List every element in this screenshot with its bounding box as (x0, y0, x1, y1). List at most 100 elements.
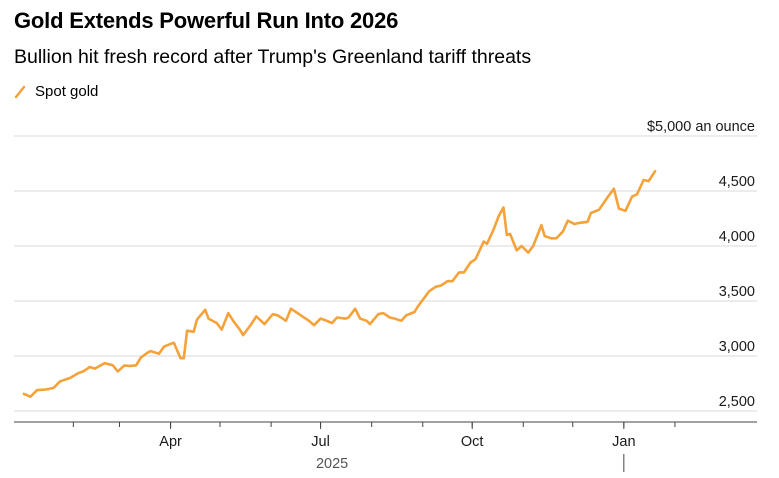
data-point (135, 364, 137, 366)
data-point (506, 234, 508, 236)
series-line-spot-gold (22, 169, 657, 398)
data-point (263, 323, 266, 325)
x-tick-label: Jan (612, 434, 635, 450)
data-point (417, 305, 419, 308)
data-point (221, 329, 223, 331)
y-tick-label: $5,000 an ounce (647, 119, 755, 135)
legend-swatch-icon (14, 85, 26, 98)
data-point (354, 308, 356, 310)
data-point (207, 318, 210, 320)
data-point (550, 237, 552, 239)
data-point (59, 380, 61, 382)
data-point (23, 393, 25, 395)
data-point (255, 315, 257, 317)
data-point (440, 285, 442, 287)
data-point (44, 389, 46, 391)
y-axis: 2,500 3,000 3,500 4,000 4,500 $5,000 an ounce (647, 119, 755, 410)
data-point (359, 318, 361, 320)
data-point (413, 311, 416, 313)
data-point (344, 318, 346, 320)
data-point (313, 324, 315, 326)
data-point (170, 343, 172, 345)
data-point (474, 258, 477, 260)
data-point (112, 364, 114, 366)
data-point (648, 180, 650, 182)
data-point (469, 261, 472, 264)
data-point (654, 170, 656, 172)
data-point (400, 320, 402, 322)
data-point (423, 297, 425, 299)
data-point (428, 290, 430, 292)
data-point (53, 387, 55, 389)
data-point (242, 334, 244, 336)
data-point (301, 315, 303, 317)
data-point (567, 220, 569, 222)
data-point (613, 188, 615, 190)
data-point (509, 233, 511, 235)
y-tick-label: 2,500 (719, 394, 755, 410)
data-point (250, 323, 252, 325)
data-point (183, 357, 185, 359)
y-tick-label: 3,500 (719, 284, 755, 300)
data-point (140, 357, 142, 359)
data-point (483, 241, 485, 243)
data-point (532, 245, 534, 247)
data-point (516, 249, 518, 251)
data-point (544, 235, 546, 237)
data-point (277, 314, 279, 316)
data-point (366, 320, 368, 322)
data-point (150, 350, 152, 352)
x-tick-label: Jul (311, 434, 330, 450)
data-point (158, 353, 160, 355)
data-point (146, 352, 149, 354)
data-point (573, 223, 576, 225)
data-point (405, 314, 407, 316)
data-point (618, 208, 620, 210)
x-year-label: 2025 (316, 456, 348, 472)
legend: Spot gold (14, 83, 98, 100)
data-point (502, 206, 505, 209)
data-point (331, 322, 333, 324)
data-point (389, 316, 391, 319)
data-point (179, 357, 182, 359)
gridlines (14, 135, 757, 412)
x-axis: Apr Jul Oct Jan 2025 (14, 421, 757, 472)
data-point (296, 312, 299, 314)
data-point (36, 389, 38, 391)
data-point (446, 280, 449, 282)
data-point (123, 364, 125, 366)
data-point (204, 309, 206, 311)
data-point (227, 312, 229, 314)
data-point (82, 370, 84, 372)
data-point (435, 286, 437, 288)
data-point (320, 318, 322, 320)
data-point (128, 365, 130, 367)
x-tick-label: Apr (159, 434, 182, 450)
data-point (163, 346, 165, 348)
data-point (77, 372, 79, 374)
data-point (290, 308, 292, 310)
data-point (463, 271, 465, 273)
data-point (348, 316, 350, 319)
data-point (323, 319, 325, 321)
data-point (587, 221, 589, 223)
data-point (104, 362, 106, 364)
data-point (369, 323, 371, 325)
data-point (636, 193, 638, 195)
data-point (89, 366, 91, 368)
data-point (94, 368, 96, 370)
data-point (193, 331, 195, 333)
data-point (498, 215, 500, 217)
data-point (562, 231, 564, 233)
data-point (590, 212, 592, 214)
data-point (336, 316, 338, 319)
data-point (643, 179, 645, 181)
data-point (451, 280, 453, 282)
legend-label: Spot gold (35, 83, 99, 100)
chart-title: Gold Extends Powerful Run Into 2026 (14, 8, 399, 33)
data-point (382, 312, 384, 314)
data-point (598, 209, 600, 211)
data-point (606, 197, 608, 199)
data-point (624, 210, 627, 212)
